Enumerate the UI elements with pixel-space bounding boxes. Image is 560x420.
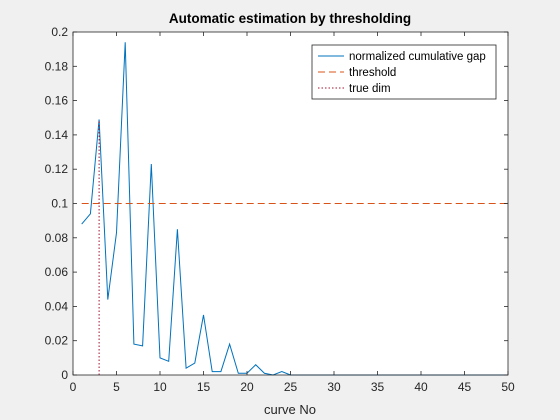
- y-tick-label: 0.04: [45, 299, 69, 313]
- x-tick-label: 50: [501, 380, 515, 394]
- axes-layer: 0 5 10 15 20 25 30 35 40 45 50 0 0.02 0.04 0.06 0.08 0.1…: [45, 25, 515, 394]
- legend-label-3: true dim: [349, 83, 391, 95]
- y-tick-label: 0.1: [51, 197, 68, 211]
- x-tick-label: 35: [371, 380, 385, 394]
- y-tick-label: 0.2: [51, 25, 68, 39]
- y-tick-label: 0.08: [45, 231, 69, 245]
- x-tick-label: 5: [113, 380, 120, 394]
- x-axis-title: curve No: [264, 402, 316, 417]
- y-tick-label: 0.12: [45, 162, 69, 176]
- y-tick-label: 0: [61, 368, 68, 382]
- y-tick-label: 0.18: [45, 59, 69, 73]
- x-tick-label: 15: [197, 380, 211, 394]
- x-tick-label: 30: [327, 380, 341, 394]
- y-tick-label: 0.06: [45, 265, 69, 279]
- x-tick-label: 0: [70, 380, 77, 394]
- chart-title: Automatic estimation by thresholding: [169, 11, 411, 26]
- legend-label-1: normalized cumulative gap: [349, 51, 486, 63]
- x-tick-label: 10: [153, 380, 167, 394]
- y-tick-label: 0.02: [45, 334, 69, 348]
- x-tick-label: 45: [458, 380, 472, 394]
- x-tick-label: 40: [414, 380, 428, 394]
- y-tick-label: 0.14: [45, 128, 69, 142]
- legend-label-2: threshold: [349, 67, 396, 79]
- x-tick-label: 25: [284, 380, 298, 394]
- y-tick-label: 0.16: [45, 94, 69, 108]
- x-tick-label: 20: [240, 380, 254, 394]
- legend: normalized cumulative gap threshold true d…: [311, 44, 497, 100]
